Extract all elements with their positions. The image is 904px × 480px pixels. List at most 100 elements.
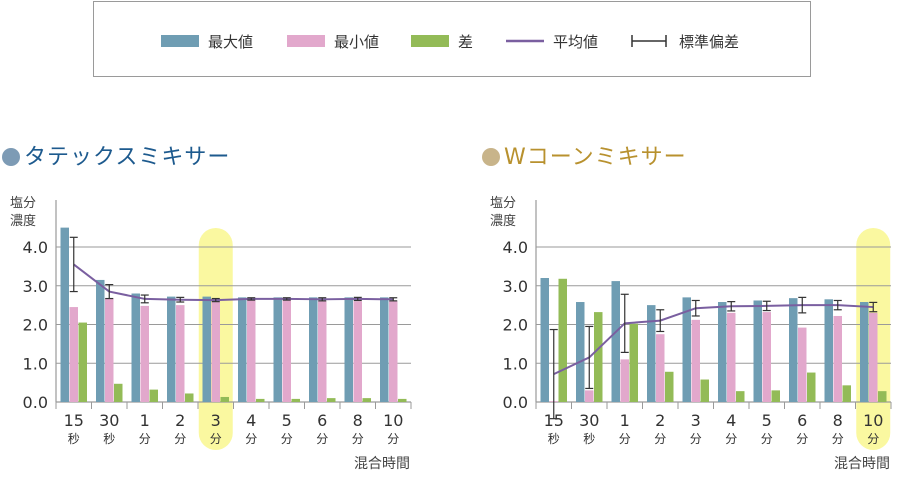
bar-diff (594, 312, 603, 402)
y-tick-label: 1.0 (503, 354, 528, 373)
x-axis-label: 混合時間 (354, 456, 410, 472)
bar-max (576, 302, 585, 402)
bar-max (96, 279, 105, 402)
x-tick-unit: 分 (316, 432, 328, 446)
x-tick-unit: 分 (761, 432, 773, 446)
y-axis-label: 塩分 (10, 196, 36, 211)
bar-min (869, 312, 878, 402)
y-axis-label: 塩分 (490, 196, 516, 211)
bar-min (353, 301, 362, 402)
bar-diff (700, 379, 709, 402)
title-bullet-icon (482, 148, 500, 166)
bar-diff (665, 371, 674, 402)
bar-max (202, 296, 211, 402)
bar-min (282, 300, 291, 402)
x-tick-label: 8 (353, 411, 363, 430)
x-tick-label: 1 (140, 411, 150, 430)
bar-diff (771, 390, 780, 402)
x-tick-unit: 分 (245, 432, 257, 446)
x-axis-label: 混合時間 (834, 456, 890, 472)
mean-line (73, 263, 394, 302)
bar-diff (878, 391, 887, 402)
bar-max (647, 305, 656, 402)
bar-min (762, 312, 771, 402)
bar-min (140, 305, 149, 402)
x-tick-unit: 分 (654, 432, 666, 446)
bar-min (727, 312, 736, 402)
legend-label-1: 最小値 (334, 33, 379, 51)
y-tick-label: 0.0 (23, 393, 48, 412)
y-axis-label: 濃度 (10, 213, 36, 229)
bar-max (789, 298, 798, 402)
bar-diff (291, 398, 300, 402)
x-tick-label: 2 (655, 411, 665, 430)
x-tick-unit: 秒 (103, 432, 115, 446)
legend: 最大値 最小値 差 平均値 標準偏差 (161, 33, 739, 51)
y-tick-label: 2.0 (503, 316, 528, 335)
bar-diff (629, 323, 638, 402)
bar-diff (114, 383, 123, 402)
chart-title-tatex: タテックスミキサー (2, 139, 230, 171)
x-tick-label: 15 (544, 411, 564, 430)
y-tick-label: 3.0 (23, 277, 48, 296)
x-tick-label: 30 (99, 411, 119, 430)
x-tick-unit: 分 (139, 432, 151, 446)
y-tick-label: 1.0 (23, 354, 48, 373)
y-tick-label: 4.0 (23, 238, 48, 257)
x-tick-label: 3 (211, 411, 221, 430)
bar-min (833, 315, 842, 402)
bar-min (318, 301, 327, 402)
bar-diff (256, 398, 265, 402)
x-tick-label: 3 (691, 411, 701, 430)
bar-diff (558, 278, 567, 402)
bar-diff (220, 396, 229, 402)
bar-min (585, 390, 594, 402)
x-tick-unit: 秒 (583, 432, 595, 446)
chart-title-text: Wコーンミキサー (504, 145, 687, 170)
legend-label-3: 平均値 (553, 33, 598, 51)
x-tick-label: 4 (726, 411, 736, 430)
x-tick-label: 10 (863, 411, 883, 430)
y-tick-label: 2.0 (23, 316, 48, 335)
x-tick-label: 1 (620, 411, 630, 430)
bar-min (656, 334, 665, 402)
bar-max (753, 300, 762, 402)
bar-min (211, 301, 220, 402)
bar-diff (807, 372, 816, 402)
x-tick-label: 10 (383, 411, 403, 430)
x-tick-unit: 分 (210, 432, 222, 446)
legend-swatch-0 (161, 35, 199, 47)
x-tick-label: 6 (317, 411, 327, 430)
x-tick-unit: 分 (387, 432, 399, 446)
x-tick-unit: 分 (867, 432, 879, 446)
bar-min (798, 327, 807, 402)
x-tick-unit: 分 (796, 432, 808, 446)
legend-label-0: 最大値 (208, 33, 253, 51)
legend-box: 最大値 最小値 差 平均値 標準偏差 (93, 1, 811, 77)
bar-diff (185, 393, 194, 402)
bar-max (60, 227, 69, 402)
x-tick-unit: 分 (725, 432, 737, 446)
bar-max (611, 281, 620, 402)
bar-diff (327, 398, 336, 402)
x-tick-label: 15 (64, 411, 84, 430)
legend-swatch-2 (411, 35, 449, 47)
x-tick-unit: 分 (690, 432, 702, 446)
bar-diff (842, 385, 851, 402)
x-tick-unit: 分 (352, 432, 364, 446)
x-tick-unit: 分 (281, 432, 293, 446)
bar-max (718, 302, 727, 402)
x-tick-unit: 秒 (68, 432, 80, 446)
bar-diff (736, 391, 745, 402)
mean-line (553, 304, 874, 376)
bar-max (824, 299, 833, 402)
bar-max (273, 297, 282, 402)
bar-diff (362, 398, 371, 402)
legend-label-2: 差 (458, 33, 473, 51)
bar-max (131, 293, 140, 402)
x-tick-unit: 秒 (548, 432, 560, 446)
bar-max (380, 297, 389, 402)
